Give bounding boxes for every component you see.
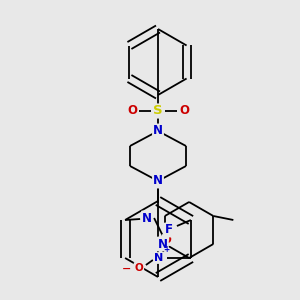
Text: N: N: [142, 212, 152, 224]
Text: N: N: [153, 124, 163, 137]
Text: N: N: [154, 253, 164, 263]
Text: O: O: [163, 235, 171, 245]
Text: +: +: [163, 245, 169, 254]
Text: O: O: [127, 104, 137, 118]
Text: N: N: [153, 175, 163, 188]
Text: S: S: [153, 104, 163, 118]
Text: N: N: [158, 238, 168, 250]
Text: O: O: [179, 104, 189, 118]
Text: O: O: [134, 263, 143, 273]
Text: F: F: [165, 224, 173, 236]
Text: −: −: [122, 264, 132, 274]
